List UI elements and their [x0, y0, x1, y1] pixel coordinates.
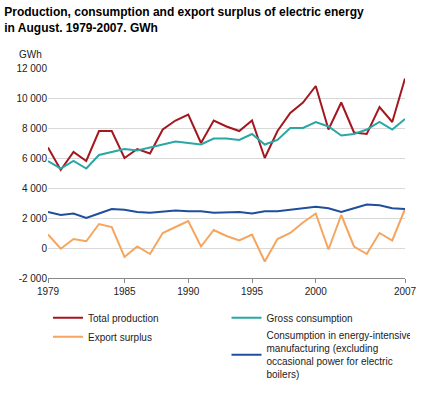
svg-text:GWh: GWh: [19, 49, 42, 60]
svg-text:0: 0: [41, 243, 47, 254]
svg-text:Consumption in energy-intensiv: Consumption in energy-intensivemanufactu…: [267, 330, 411, 380]
svg-text:1979: 1979: [37, 286, 60, 297]
svg-text:1995: 1995: [241, 286, 264, 297]
svg-text:Total production: Total production: [88, 313, 159, 324]
svg-text:Export surplus: Export surplus: [88, 332, 152, 343]
svg-text:12 000: 12 000: [16, 63, 47, 74]
svg-text:6 000: 6 000: [22, 153, 47, 164]
svg-text:1985: 1985: [113, 286, 136, 297]
svg-text:Production, consumption and ex: Production, consumption and export surpl…: [4, 5, 364, 35]
svg-text:Gross consumption: Gross consumption: [267, 313, 353, 324]
svg-text:4 000: 4 000: [22, 183, 47, 194]
svg-text:2007: 2007: [394, 286, 417, 297]
svg-text:10 000: 10 000: [16, 93, 47, 104]
svg-text:2000: 2000: [305, 286, 328, 297]
svg-text:-2 000: -2 000: [19, 273, 48, 284]
svg-text:1990: 1990: [177, 286, 200, 297]
svg-text:2 000: 2 000: [22, 213, 47, 224]
svg-text:8 000: 8 000: [22, 123, 47, 134]
